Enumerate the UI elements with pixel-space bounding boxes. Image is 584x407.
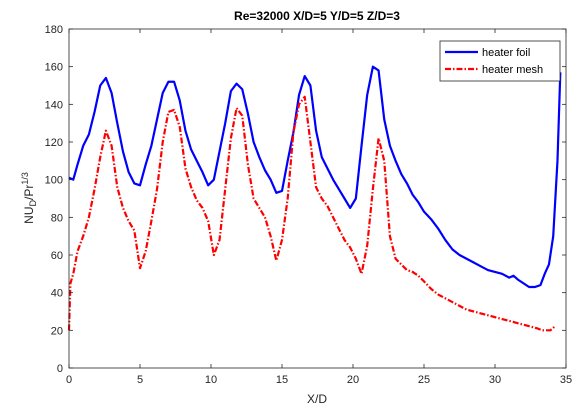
y-tick-label: 20	[51, 325, 63, 337]
series-line-heater-mesh	[67, 95, 556, 332]
y-axis-label-main: NU	[22, 207, 36, 224]
y-tick-label: 0	[57, 363, 63, 375]
y-tick-label: 40	[51, 288, 63, 300]
y-tick-label: 120	[45, 137, 63, 149]
legend-label-heater-mesh: heater mesh	[482, 64, 543, 76]
x-tick-label: 20	[347, 374, 359, 386]
y-tick-label: 140	[45, 99, 63, 111]
y-tick-label: 60	[51, 250, 63, 262]
legend-label-heater-foil: heater foil	[482, 47, 530, 59]
chart-title: Re=32000 X/D=5 Y/D=5 Z/D=3	[234, 9, 400, 23]
legend: heater foil heater mesh	[439, 40, 561, 82]
x-tick-label: 15	[276, 374, 288, 386]
x-tick-label: 5	[137, 374, 143, 386]
axes-layer: 0 5 10 15 20 25 30 35 0 20 40 60 80 100 120 140 160 180	[45, 24, 572, 386]
x-tick-label: 30	[489, 374, 501, 386]
series-line-heater-foil	[68, 65, 562, 289]
legend-box	[439, 40, 561, 82]
y-tick-label: 160	[45, 62, 63, 74]
plot-frame	[68, 28, 567, 369]
x-tick-label: 10	[205, 374, 217, 386]
x-tick-label: 25	[418, 374, 430, 386]
y-axis-label-mid: /Pr	[22, 185, 36, 200]
x-tick-label: 35	[560, 374, 572, 386]
x-tick-label: 0	[66, 374, 72, 386]
y-tick-label: 80	[51, 212, 63, 224]
x-axis-label: X/D	[307, 392, 327, 406]
y-tick-label: 100	[45, 175, 63, 187]
y-tick-label: 180	[45, 24, 63, 36]
series-layer	[67, 65, 562, 332]
y-axis-label: NUD/Pr1/3	[20, 172, 38, 224]
y-axis-label-sub: D	[28, 200, 38, 207]
plot-area	[69, 29, 566, 368]
y-axis-label-sup: 1/3	[20, 172, 30, 185]
